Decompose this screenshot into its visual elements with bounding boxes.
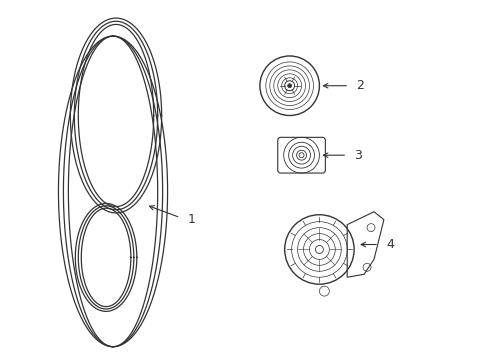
Text: 1: 1 <box>187 213 195 226</box>
Text: 2: 2 <box>355 79 363 92</box>
Circle shape <box>299 153 304 158</box>
Circle shape <box>284 81 294 91</box>
Text: 3: 3 <box>353 149 361 162</box>
Circle shape <box>315 246 323 253</box>
Text: 4: 4 <box>385 238 393 251</box>
Circle shape <box>287 84 291 88</box>
